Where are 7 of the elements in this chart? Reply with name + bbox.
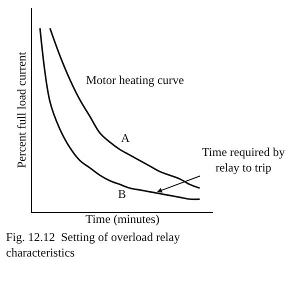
annotation: Time required by relay to trip — [202, 145, 285, 175]
series-label: A — [121, 131, 130, 145]
annotation: Motor heating curve — [86, 73, 184, 87]
x-axis-title: Time (minutes) — [86, 212, 160, 226]
caption: Fig. 12.12 Setting of overload relay characteristics — [6, 230, 180, 260]
series-label: B — [118, 187, 126, 201]
y-axis-title: Percent full load current — [14, 51, 28, 168]
